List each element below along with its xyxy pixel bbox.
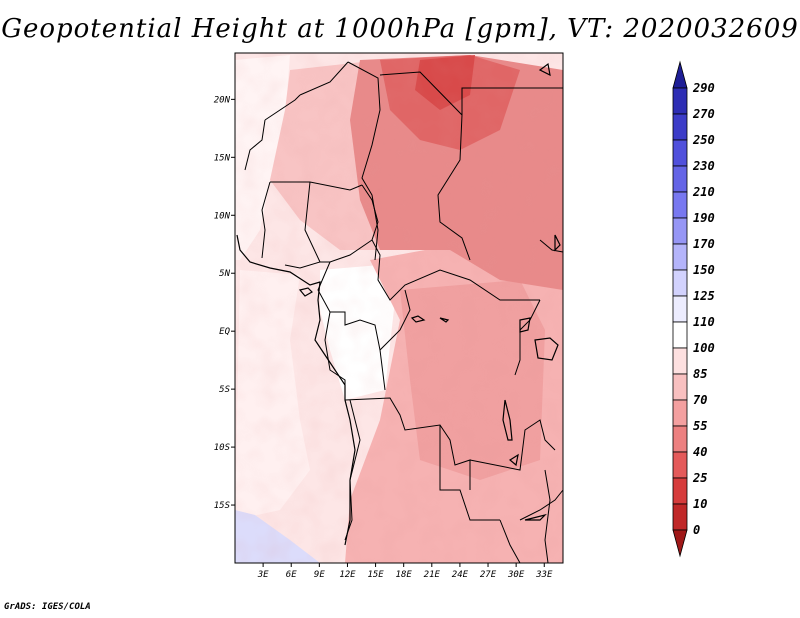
colorbar-label: 230 [692, 159, 715, 173]
colorbar-label: 250 [692, 133, 715, 147]
colorbar-segment [672, 425, 688, 453]
colorbar-top-arrow [672, 60, 688, 89]
colorbar-segment [672, 451, 688, 479]
lat-tick-label: 10S [214, 443, 231, 453]
coastline [236, 62, 561, 546]
lon-tick-label: 21E [424, 570, 441, 580]
colorbar-segment [672, 295, 688, 323]
colorbar-label: 100 [693, 341, 715, 355]
map-frame [234, 52, 564, 564]
colorbar-segment [672, 113, 688, 141]
lat-tick-label: 10N [214, 211, 231, 221]
colorbar-segment [672, 503, 688, 531]
colorbar-label: 290 [692, 81, 715, 95]
colorbar-label: 190 [693, 211, 715, 225]
lat-tick-label: 20N [214, 95, 231, 105]
lat-tick-label: 5S [219, 385, 230, 395]
colorbar-label: 40 [693, 445, 707, 459]
colorbar-label: 55 [693, 419, 707, 433]
lon-tick-label: 27E [480, 570, 497, 580]
colorbar-segment [672, 399, 688, 427]
colorbar-label: 210 [692, 185, 715, 199]
colorbar-segment [672, 373, 688, 401]
colorbar-label: 0 [693, 523, 700, 537]
lon-tick-label: 15E [367, 570, 384, 580]
colorbar-bottom-arrow [672, 529, 688, 558]
colorbar-label: 10 [693, 497, 707, 511]
colorbar-segment [672, 347, 688, 375]
lat-tick-label: 15N [214, 153, 231, 163]
lat-tick-label: 5N [219, 269, 230, 279]
lat-tick-label: EQ [219, 327, 230, 337]
colorbar-segment [672, 321, 688, 349]
colorbar-segment [672, 191, 688, 219]
colorbar-label: 110 [693, 315, 715, 329]
lon-tick-label: 24E [452, 570, 469, 580]
lon-tick-label: 33E [535, 570, 553, 580]
colorbar-segment [672, 87, 688, 115]
colorbar-segment [672, 269, 688, 297]
shading-texture [235, 53, 563, 563]
colorbar-segment [672, 243, 688, 271]
colorbar-label: 270 [692, 107, 715, 121]
lon-tick-label: 3E [257, 570, 269, 580]
colorbar-label: 25 [692, 471, 707, 485]
colorbar-label: 70 [693, 393, 707, 407]
lon-tick-label: 12E [339, 570, 356, 580]
colorbar-segment [672, 477, 688, 505]
lon-tick-label: 9E [314, 570, 325, 580]
lon-tick-label: 6E [286, 570, 297, 580]
colorbar-label: 125 [693, 289, 715, 303]
colorbar-segment [672, 217, 688, 245]
lat-tick-label: 15S [214, 501, 231, 511]
footer-credit: GrADS: IGES/COLA [4, 602, 91, 612]
colorbar-label: 170 [693, 237, 715, 251]
map-axes: 20N 15N 10N 5N EQ 5S 10S 15S 3E 6E 9E 12E 15E 18E 21E 2… [214, 95, 553, 580]
lon-tick-label: 30E [507, 570, 525, 580]
lon-tick-label: 18E [396, 570, 413, 580]
colorbar-segment [672, 139, 688, 167]
colorbar-label: 85 [693, 367, 707, 381]
colorbar-segment [672, 165, 688, 193]
chart-title: Geopotential Height at 1000hPa [gpm], VT… [1, 14, 799, 44]
colorbar-label: 150 [693, 263, 715, 277]
